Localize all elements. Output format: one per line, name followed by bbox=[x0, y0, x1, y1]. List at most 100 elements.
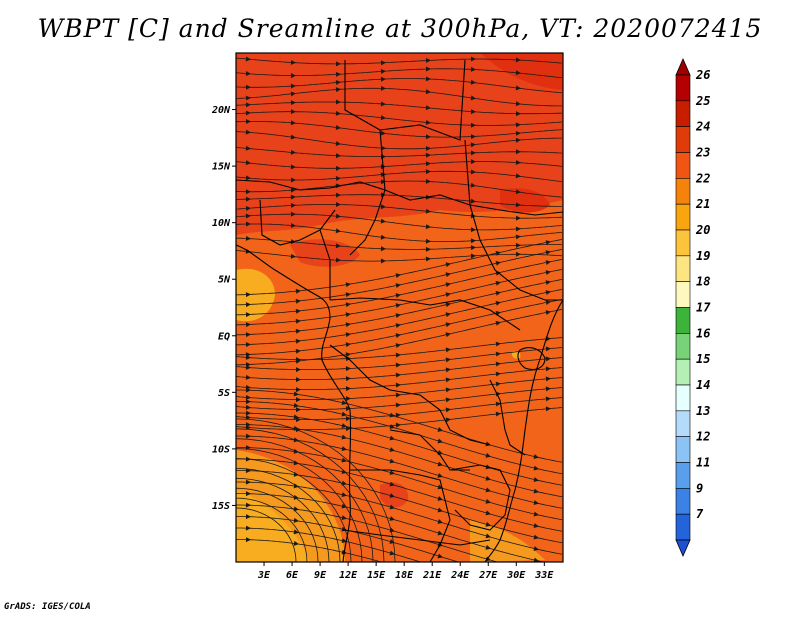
streamline-arrow bbox=[245, 394, 251, 400]
streamline-arrow bbox=[345, 406, 351, 412]
streamline bbox=[236, 435, 563, 509]
streamline-arrow bbox=[395, 352, 401, 358]
cool-patch-gulf-of-guinea bbox=[236, 268, 275, 322]
streamline-arrow bbox=[395, 333, 401, 339]
streamline-arrow bbox=[290, 211, 296, 217]
streamline-arrow bbox=[445, 312, 451, 318]
hot-patch-northeast bbox=[480, 53, 563, 90]
streamline-arrow bbox=[245, 129, 251, 135]
streamline-arrow bbox=[445, 407, 451, 413]
streamline-arrow bbox=[245, 387, 251, 393]
streamline-arrow bbox=[341, 503, 347, 509]
streamline-arrow bbox=[425, 119, 431, 125]
streamline-arrow bbox=[445, 397, 451, 403]
streamline-arrow bbox=[437, 507, 443, 513]
streamline-arrow bbox=[389, 550, 395, 556]
streamline-arrow bbox=[495, 280, 501, 286]
streamline-arrow bbox=[245, 354, 251, 360]
map-frame bbox=[235, 52, 564, 563]
streamline-arrow bbox=[495, 300, 501, 306]
streamline-arrow bbox=[515, 251, 521, 257]
streamline-arrow bbox=[470, 66, 476, 72]
streamline-arrow bbox=[290, 164, 296, 170]
streamline-arrow bbox=[290, 59, 296, 65]
colorbar-label: 24 bbox=[695, 120, 710, 134]
streamline-arrow bbox=[545, 356, 551, 362]
border-namibia bbox=[350, 469, 451, 562]
streamline-arrow bbox=[389, 516, 395, 521]
streamline-arrow bbox=[245, 302, 251, 308]
streamline-arrow bbox=[295, 298, 301, 304]
streamline-arrow bbox=[245, 404, 251, 410]
streamline-arrow bbox=[335, 213, 341, 219]
border-zimbabwe bbox=[449, 464, 511, 531]
streamline-arrow bbox=[293, 391, 299, 397]
streamline-arrow bbox=[437, 473, 443, 478]
streamline-arrow bbox=[395, 422, 401, 428]
streamline-arrow bbox=[470, 134, 476, 140]
colorbar-label: 14 bbox=[696, 378, 710, 392]
streamline-arrow bbox=[389, 481, 395, 487]
streamline-arrow bbox=[295, 338, 301, 344]
streamline-arrow bbox=[345, 282, 351, 288]
wbpt-field-shading bbox=[236, 53, 563, 562]
border-south-africa bbox=[342, 529, 491, 546]
colorbar-swatch bbox=[675, 203, 691, 231]
colorbar-label: 9 bbox=[696, 481, 703, 495]
streamline-arrow bbox=[470, 198, 476, 204]
lat-tick-label: 10N bbox=[212, 218, 231, 229]
streamline-arrow bbox=[341, 411, 347, 417]
streamline-arrow bbox=[495, 401, 501, 407]
streamline-arrow bbox=[470, 182, 476, 188]
streamline bbox=[236, 477, 330, 562]
streamline-arrow bbox=[290, 109, 296, 115]
border-nigeria bbox=[259, 199, 336, 246]
lat-tick-label: 10S bbox=[212, 444, 230, 455]
streamline-arrow bbox=[345, 396, 351, 402]
streamline-arrow bbox=[389, 539, 395, 544]
streamline bbox=[236, 448, 363, 562]
streamline-arrow bbox=[533, 454, 539, 459]
coolest-region-southwest bbox=[236, 490, 310, 562]
streamline-arrow bbox=[245, 102, 251, 108]
streamline-arrow bbox=[395, 372, 401, 378]
streamline bbox=[236, 121, 563, 138]
streamline bbox=[236, 68, 563, 79]
streamline-arrow bbox=[295, 308, 301, 314]
streamline-arrow bbox=[380, 258, 386, 264]
colorbar-label: 23 bbox=[695, 146, 710, 160]
streamline-arrow bbox=[395, 283, 401, 289]
streamline-arrow bbox=[245, 414, 251, 420]
streamline-arrow bbox=[425, 178, 431, 184]
streamline-arrow bbox=[335, 192, 341, 198]
streamline bbox=[236, 516, 460, 562]
colorbar-swatch bbox=[675, 74, 691, 102]
streamline-arrow bbox=[395, 402, 401, 408]
streamline bbox=[236, 418, 396, 562]
streamline-arrow bbox=[533, 546, 539, 551]
streamline-arrow bbox=[290, 222, 296, 228]
streamline-arrow bbox=[245, 221, 251, 227]
streamline-arrow bbox=[293, 460, 299, 466]
streamline bbox=[236, 237, 562, 250]
streamline-arrow bbox=[380, 68, 386, 74]
streamline-arrow bbox=[295, 377, 301, 383]
streamline bbox=[236, 147, 563, 157]
streamline-arrow bbox=[390, 562, 396, 568]
streamline-arrow bbox=[515, 149, 521, 155]
streamline bbox=[236, 507, 297, 562]
streamline-arrow bbox=[515, 189, 521, 195]
streamline-arrow bbox=[545, 376, 551, 382]
streamline-arrow bbox=[293, 494, 299, 500]
streamline-arrow bbox=[470, 142, 476, 148]
streamline-arrow bbox=[425, 246, 431, 252]
streamline-arrow bbox=[395, 293, 401, 299]
colorbar-swatch bbox=[675, 307, 691, 334]
streamline-arrow bbox=[335, 201, 341, 207]
streamline-arrow bbox=[245, 491, 251, 497]
streamline-arrow bbox=[341, 515, 347, 521]
colorbar-swatch bbox=[675, 152, 691, 179]
colorbar: 26 25 24 23 22 21 20 19 18 17 16 15 14 13 12 11 9 7 bbox=[675, 58, 711, 557]
streamline-arrow bbox=[335, 175, 341, 181]
colorbar-label: 12 bbox=[696, 430, 710, 444]
